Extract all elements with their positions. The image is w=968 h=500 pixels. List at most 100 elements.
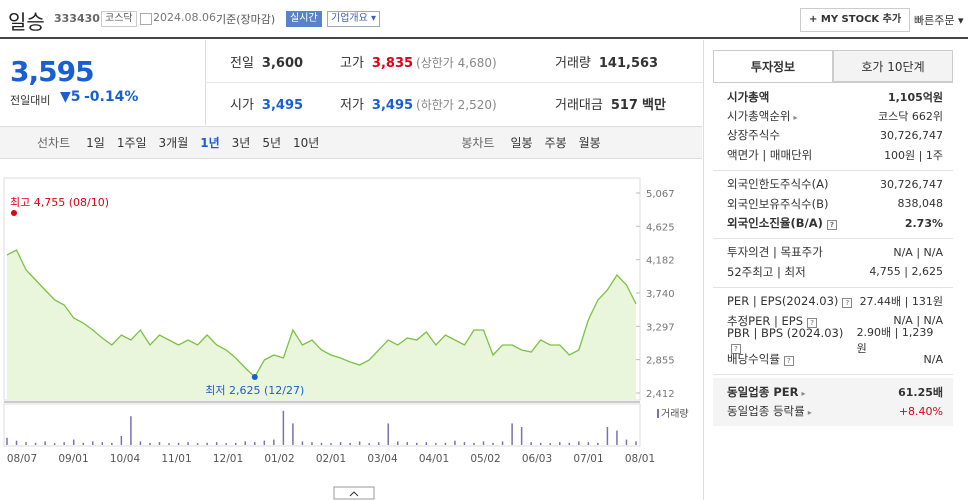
quick-order-text[interactable]: 빠른주문: [914, 14, 955, 27]
volume-bar: [206, 442, 208, 445]
x-tick-label: 02/01: [316, 453, 346, 465]
info-label-wrap: PER | EPS(2024.03)?: [727, 294, 853, 309]
info-group: 시가총액 1,105억원 시가총액순위 ▸ 코스닥 662위 상장주식수 30,726,74…: [713, 83, 953, 171]
x-tick-label: 08/01: [625, 453, 655, 465]
volume-bar: [396, 441, 399, 445]
info-group: PER | EPS(2024.03)? 27.44배 | 131원 추정PER | …: [713, 288, 953, 376]
summary-label: 저가: [340, 98, 364, 113]
info-row: 시가총액순위 ▸ 코스닥 662위: [727, 106, 943, 125]
info-value: 30,726,747: [880, 177, 943, 191]
period-tab[interactable]: 1주일: [116, 136, 147, 150]
period-bar: 선차트 1일 1주일 3개월 1년 3년 5년 10년 봉차트 일봉 주봉 월봉: [0, 126, 702, 159]
period-tab[interactable]: 3년: [231, 136, 251, 150]
divider: [205, 82, 703, 83]
info-label-wrap: 시가총액순위 ▸: [727, 108, 798, 124]
info-label-wrap: 액면가 | 매매단위: [727, 147, 812, 163]
volume-bar: [234, 442, 237, 445]
change-label: 전일대비: [10, 94, 51, 107]
price-area: [7, 250, 636, 400]
x-tick-label: 09/01: [58, 453, 88, 465]
legend-swatch: [657, 409, 659, 418]
volume-bar: [511, 423, 513, 445]
chart: 2,412 2,855 3,297 3,740 4,182 4,625 5,067 최고 4,…: [3, 177, 689, 500]
volume-bar: [606, 427, 609, 445]
volume-bar: [416, 442, 418, 445]
info-value: 4,755 | 2,625: [869, 265, 943, 279]
volume-bar: [63, 442, 65, 445]
summary-item: 전일 3,600: [230, 52, 303, 71]
info-value: 100원 | 1주: [884, 148, 943, 162]
info-panel: 투자정보 호가 10단계 시가총액 1,105억원 시가총액순위 ▸ 코스닥 662위 상장주…: [713, 50, 953, 426]
collapse-arrow: [349, 491, 359, 497]
help-icon: ?: [807, 317, 818, 328]
info-label: PER | EPS(2024.03): [727, 294, 839, 309]
period-tab[interactable]: 1일: [86, 136, 105, 150]
volume-bar: [520, 427, 523, 445]
period-label: 봉차트: [461, 136, 495, 150]
period-tab[interactable]: 주봉: [544, 136, 567, 150]
period-tab[interactable]: 5년: [262, 136, 282, 150]
summary-label: 시가: [230, 98, 254, 113]
legend-label: 거래량: [661, 408, 689, 420]
mystock-text[interactable]: MY STOCK 추가: [820, 14, 902, 25]
info-row: 투자의견 | 목표주가 N/A | N/A: [727, 243, 943, 262]
volume-bar: [425, 442, 428, 445]
low-marker: [251, 373, 258, 380]
volume-bar: [72, 439, 75, 445]
info-value: +8.40%: [898, 404, 943, 418]
volume-bar: [282, 410, 285, 445]
info-label: 동일업종 PER: [727, 384, 799, 399]
period-tab[interactable]: 일봉: [510, 136, 533, 150]
x-tick-label: 01/02: [264, 453, 294, 465]
period-tab[interactable]: 10년: [293, 136, 320, 150]
info-label: 시가총액: [727, 89, 770, 104]
x-tick-label: 03/04: [367, 453, 398, 465]
info-label-wrap: 외국인한도주식수(A): [727, 176, 828, 192]
summary-item: 저가 3,495 (하한가 2,520): [340, 94, 497, 113]
info-label-wrap: 외국인보유주식수(B): [727, 196, 829, 212]
volume-bar: [15, 440, 18, 445]
info-row: 동일업종 등락률 ▸ +8.40%: [727, 401, 943, 420]
volume-bar: [616, 430, 618, 445]
info-label: 외국인한도주식수(A): [727, 177, 829, 192]
info-label-wrap: PBR | BPS (2024.03)?: [727, 326, 857, 354]
volume-bar: [578, 441, 580, 445]
info-value: 2.73%: [904, 216, 943, 230]
period-tab[interactable]: 3개월: [158, 136, 189, 150]
market-badge: 코스닥: [101, 11, 137, 27]
info-label-wrap: 투자의견 | 목표주가: [727, 244, 823, 260]
volume-bar: [473, 442, 475, 445]
y-tick-label: 4,625: [646, 222, 675, 233]
volume-bar: [330, 443, 332, 445]
info-value: 61.25배: [898, 385, 943, 399]
help-icon: ?: [842, 298, 853, 309]
info-value: 838,048: [897, 197, 944, 211]
summary-unit: 백만: [641, 98, 666, 113]
overview-button[interactable]: 기업개요 ▾: [327, 11, 381, 27]
volume-bar: [406, 442, 409, 445]
x-tick-label: 07/01: [573, 453, 603, 465]
tab[interactable]: 호가 10단계: [833, 50, 953, 82]
volume-bar: [244, 441, 247, 445]
summary-value: 3,600: [261, 56, 304, 71]
volume-bar: [559, 442, 561, 445]
period-tab[interactable]: 월봉: [578, 136, 601, 150]
volume-bar: [53, 443, 56, 445]
info-label: 52주최고 | 최저: [727, 264, 806, 279]
period-tab[interactable]: 1년: [200, 136, 220, 150]
info-group: 투자의견 | 목표주가 N/A | N/A 52주최고 | 최저 4,755 | 2,…: [713, 239, 953, 288]
tabs: 투자정보 호가 10단계: [713, 50, 953, 83]
mystock-button[interactable]: + MY STOCK 추가: [800, 8, 911, 32]
volume-bar: [6, 437, 8, 445]
info-label-wrap: 상장주식수: [727, 127, 780, 143]
summary-item: 고가 3,835 (상한가 4,680): [340, 52, 497, 71]
info-row: 52주최고 | 최저 4,755 | 2,625: [727, 262, 943, 281]
volume-frame: [3, 403, 641, 447]
overview-text[interactable]: 기업개요: [331, 13, 368, 24]
quick-order[interactable]: 빠른주문 ▾: [914, 14, 964, 27]
volume-bar: [273, 439, 275, 445]
info-label-wrap: 동일업종 PER ▸: [727, 384, 805, 400]
info-row: 상장주식수 30,726,747: [727, 126, 943, 145]
tab[interactable]: 투자정보: [713, 50, 833, 82]
summary-label: 고가: [340, 56, 364, 71]
